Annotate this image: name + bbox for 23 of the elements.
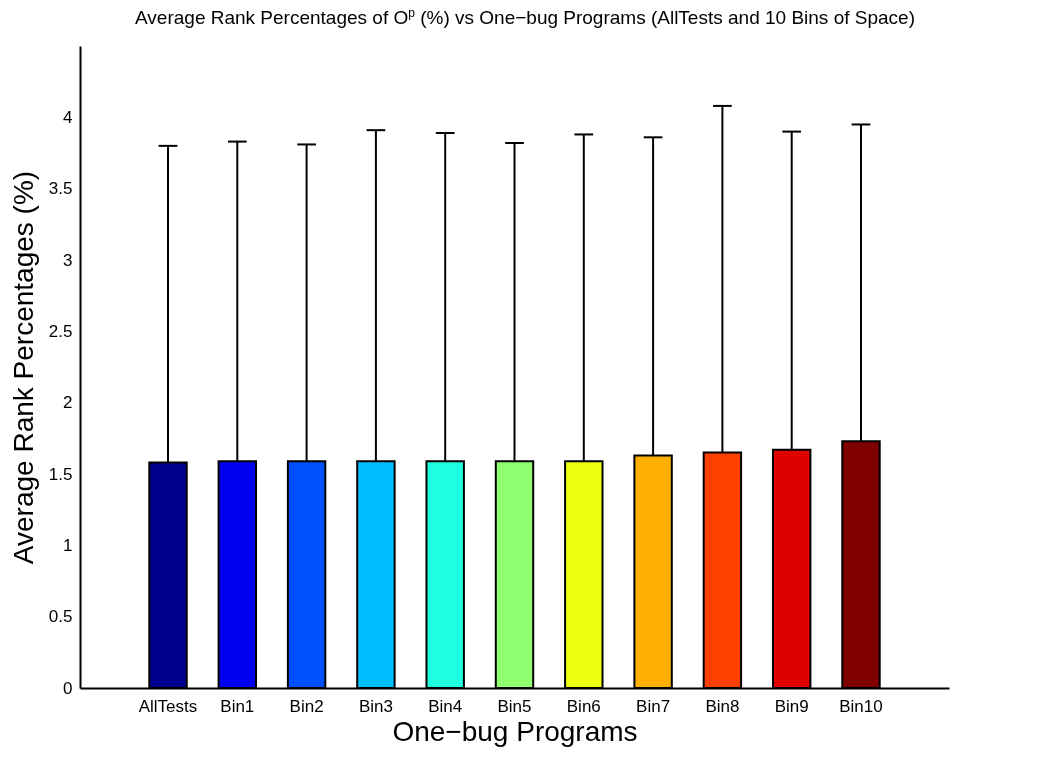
- y-tick-label: 2: [63, 393, 73, 413]
- x-tick-label: Bin8: [705, 696, 740, 716]
- y-tick-label: 0: [63, 678, 73, 698]
- x-tick-label: AllTests: [138, 696, 198, 716]
- y-tick-label: 1: [63, 535, 73, 555]
- x-tick-label: Bin5: [497, 696, 532, 716]
- y-tick-label: 4: [63, 107, 73, 127]
- y-axis-title: Average Rank Percentages (%): [7, 170, 39, 565]
- x-axis-title: One−bug Programs: [392, 715, 638, 747]
- x-tick-label: Bin3: [358, 696, 393, 716]
- x-tick-label: Bin1: [220, 696, 255, 716]
- x-tick-label: Bin2: [289, 696, 324, 716]
- x-tick-label: Bin4: [428, 696, 463, 716]
- x-tick-label: Bin9: [774, 696, 809, 716]
- y-tick-label: 3.5: [48, 179, 73, 199]
- y-tick-label: 0.5: [48, 607, 73, 627]
- y-tick-label: 1.5: [48, 464, 73, 484]
- x-tick-label: Bin7: [636, 696, 671, 716]
- y-tick-label: 3: [63, 250, 73, 270]
- x-tick-label: Bin6: [566, 696, 601, 716]
- x-tick-label: Bin10: [839, 696, 883, 716]
- chart-title: Average Rank Percentages of O$^{p}$ (%) vs One−bug Programs (AllTests and 10 Bins of Space): [134, 6, 916, 30]
- y-tick-label: 2.5: [48, 321, 73, 341]
